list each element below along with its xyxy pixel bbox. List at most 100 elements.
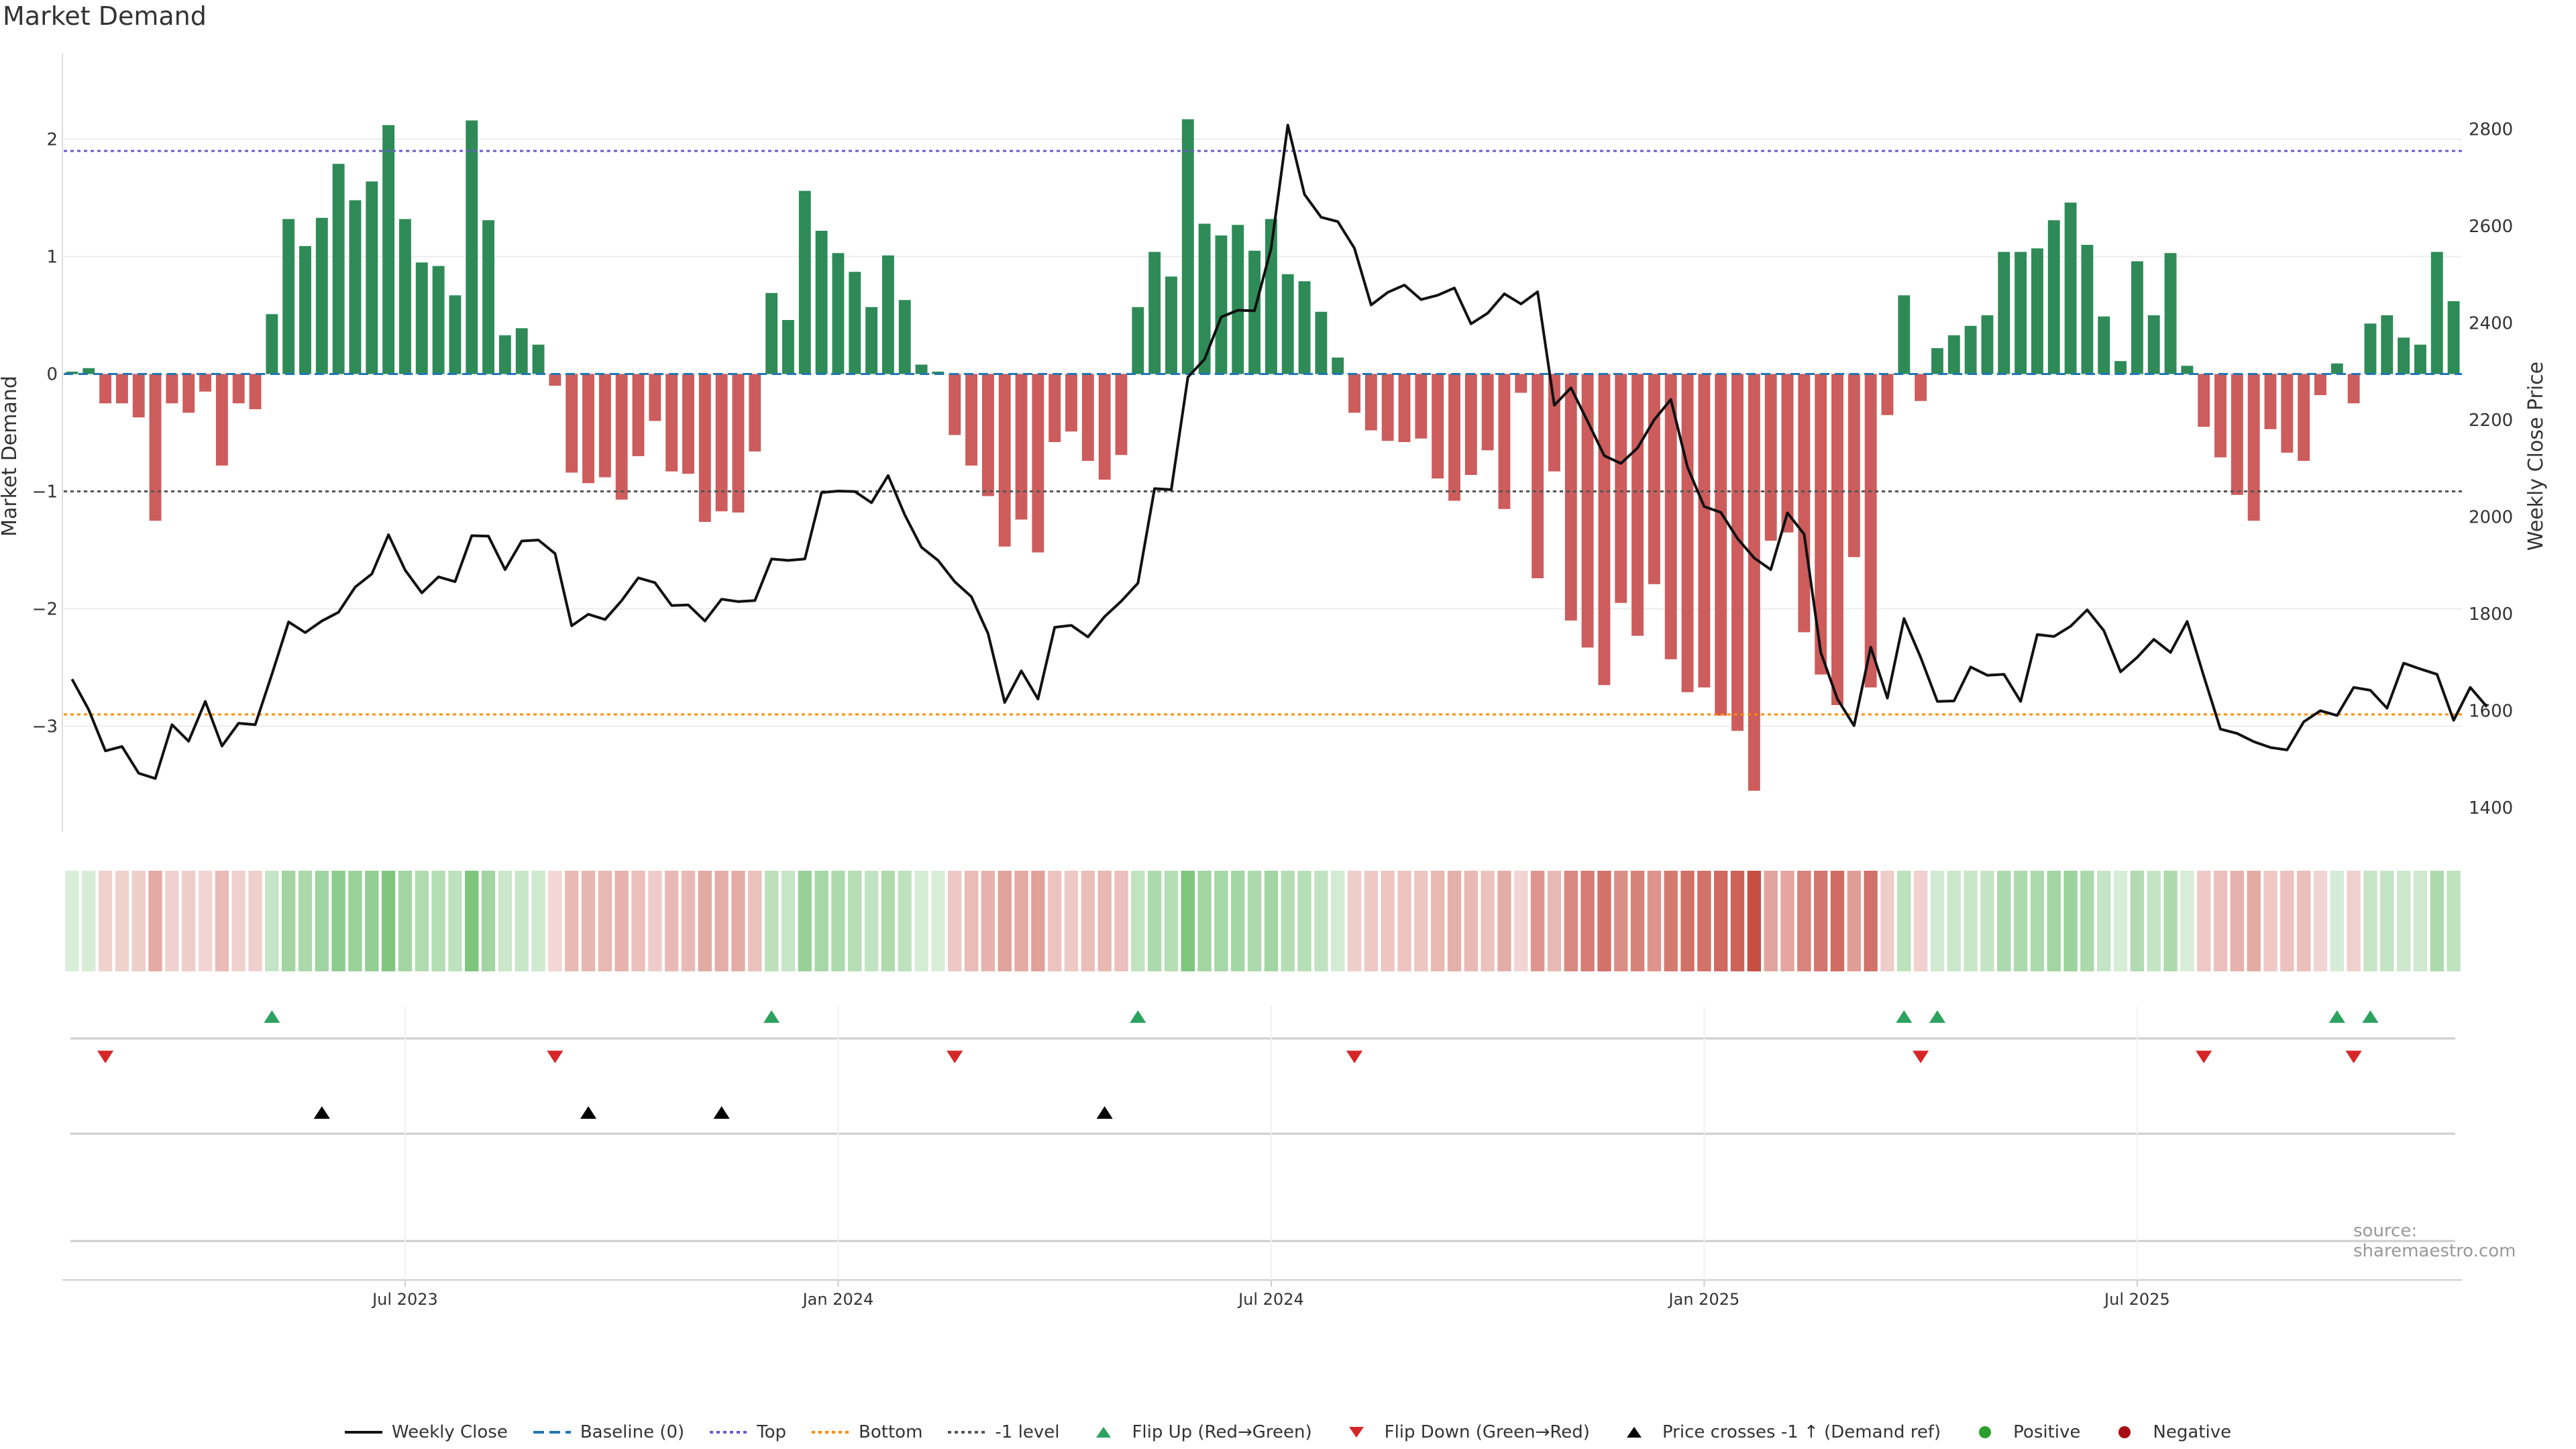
heat-cell [2013, 871, 2028, 971]
heat-cell [498, 871, 513, 971]
legend-swatch [710, 1431, 748, 1434]
demand-bar [1548, 374, 1560, 472]
y-tick-label-left: −2 [32, 600, 58, 620]
heat-cell [415, 871, 429, 971]
flip-down-marker [2196, 1051, 2212, 1063]
chart-title: Market Demand [3, 1, 207, 31]
legend-label: Flip Down (Green→Red) [1384, 1422, 1590, 1442]
heat-cell [565, 871, 579, 971]
heat-cell [1064, 871, 1079, 971]
flip-down-marker [547, 1051, 564, 1063]
heat-cell [1913, 871, 1928, 971]
demand-bar [1698, 374, 1711, 688]
demand-bar [1881, 374, 1894, 415]
demand-bar [1315, 311, 1328, 374]
heat-cell [1097, 871, 1112, 971]
demand-bar [482, 220, 495, 374]
chart-legend: Weekly Close Baseline (0) Top Bottom -1 leve… [0, 1422, 2576, 1442]
flip-up-marker [2328, 1010, 2345, 1023]
demand-bar [2364, 323, 2377, 374]
demand-bar [1947, 335, 1960, 374]
demand-bar [1032, 374, 1044, 553]
legend-swatch [2118, 1426, 2131, 1438]
x-tick-label: Jul 2024 [1237, 1290, 1304, 1309]
y-tick-label-left: 2 [46, 130, 58, 150]
heat-cell [731, 871, 745, 971]
heat-cell [798, 871, 812, 971]
demand-bar [2264, 374, 2277, 429]
heat-cell [215, 871, 229, 971]
demand-bar [232, 374, 245, 404]
demand-bar [199, 374, 211, 392]
flip-down-marker [2345, 1051, 2362, 1063]
y-tick-label-left: −3 [32, 717, 58, 737]
heat-cell [781, 871, 796, 971]
legend-swatch [948, 1431, 986, 1434]
heat-cell [631, 871, 645, 971]
demand-bar [1065, 374, 1077, 432]
heat-cell [331, 871, 345, 971]
demand-bar [1415, 374, 1428, 439]
demand-bar [1681, 374, 1694, 692]
demand-bar [1781, 374, 1794, 533]
demand-bar [215, 374, 228, 466]
heat-cell [1247, 871, 1262, 971]
demand-bar [382, 125, 395, 374]
demand-bar [415, 262, 428, 374]
heat-cell [2330, 871, 2344, 971]
heat-cell [231, 871, 246, 971]
demand-bar [515, 328, 528, 374]
demand-bar [1332, 358, 1344, 374]
demand-bar [2031, 248, 2043, 374]
heat-cell [914, 871, 928, 971]
heat-cell [2047, 871, 2061, 971]
demand-bar [1931, 348, 1943, 374]
demand-bar [2164, 253, 2177, 374]
demand-bar [1432, 374, 1444, 479]
x-tick-label: Jul 2023 [371, 1290, 438, 1309]
demand-bar [1648, 374, 1660, 584]
demand-bar [282, 219, 295, 374]
heat-cell [2263, 871, 2277, 971]
y-tick-label-right: 1600 [2469, 701, 2513, 721]
demand-bar [132, 374, 145, 418]
heat-cell [1031, 871, 1045, 971]
heat-cell [2030, 871, 2045, 971]
demand-bar [1148, 252, 1161, 374]
heat-cell [1580, 871, 1595, 971]
heat-cell [1547, 871, 1562, 971]
demand-bar [1464, 374, 1477, 475]
heat-cell [964, 871, 979, 971]
y-tick-label-left: 1 [46, 248, 58, 268]
demand-bar [682, 374, 694, 474]
flip-up-marker [763, 1010, 780, 1023]
demand-bar [1748, 374, 1760, 791]
heat-cell [1297, 871, 1311, 971]
heat-cell [748, 871, 762, 971]
heat-cell [981, 871, 996, 971]
heat-cell [198, 871, 213, 971]
heat-cell [481, 871, 496, 971]
heat-cell [1264, 871, 1279, 971]
demand-bar [2064, 203, 2077, 374]
heat-cell [1047, 871, 1062, 971]
legend-item-flip-up: Flip Up (Red→Green) [1085, 1422, 1312, 1442]
demand-bar [1398, 374, 1411, 442]
heat-cell [1680, 871, 1695, 971]
price-cross-marker [1096, 1106, 1113, 1119]
heat-cell [1714, 871, 1728, 971]
demand-bar [149, 374, 162, 521]
demand-bar [1381, 374, 1394, 441]
heat-cell [1814, 871, 1828, 971]
heat-cell [1780, 871, 1794, 971]
legend-item-flip-down: Flip Down (Green→Red) [1338, 1422, 1590, 1442]
heat-cell [1397, 871, 1411, 971]
heat-cell [148, 871, 162, 971]
demand-bar [1915, 374, 1927, 401]
heat-cell [848, 871, 862, 971]
demand-bar [998, 374, 1011, 547]
heat-cell [182, 871, 196, 971]
flip-down-marker [1346, 1051, 1363, 1063]
heat-cell [1897, 871, 1911, 971]
demand-bar [1281, 274, 1294, 374]
